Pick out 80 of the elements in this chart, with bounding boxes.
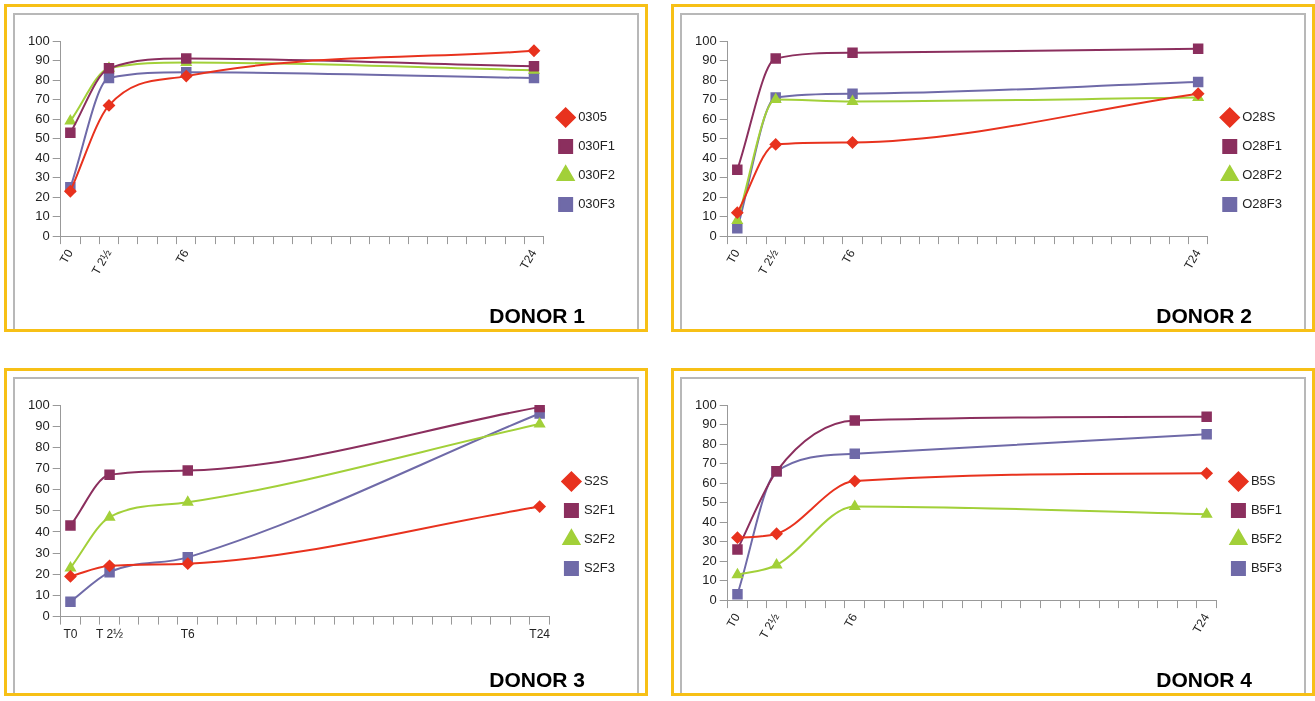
y-tick-label: 80 (35, 438, 50, 454)
y-tick-label: 30 (35, 544, 50, 560)
y-tick-label: 90 (35, 417, 50, 433)
y-tick-label: 60 (35, 481, 50, 497)
y-tick-label: 30 (702, 169, 717, 185)
x-tick-label: T6 (172, 246, 192, 266)
legend-label: O28S (1242, 109, 1276, 125)
y-tick-label: 90 (702, 416, 717, 432)
y-tick-label: 70 (35, 460, 50, 476)
y-tick-label: 70 (702, 91, 717, 107)
y-tick-label: 50 (35, 502, 50, 518)
x-tick-label: T 2½ (755, 246, 782, 278)
x-tick-label: T0 (723, 610, 744, 630)
x-tick-label: T6 (180, 627, 196, 642)
legend-label: 0305 (578, 109, 608, 125)
x-tick-label: T0 (723, 246, 743, 266)
text: DONOR 1 (488, 304, 585, 327)
y-tick-label: 10 (702, 572, 717, 588)
y-tick-label: 50 (702, 494, 717, 510)
y-tick-label: 70 (35, 91, 50, 107)
y-tick-label: 40 (35, 523, 50, 539)
y-tick-label: 0 (709, 591, 717, 607)
y-tick-label: 60 (702, 474, 717, 490)
legend-label: 030F3 (578, 196, 616, 212)
y-tick-label: 60 (35, 110, 50, 126)
y-tick-label: 0 (42, 608, 50, 624)
y-tick-label: 100 (694, 32, 717, 48)
y-tick-label: 60 (702, 110, 717, 126)
y-tick-label: 80 (702, 71, 717, 87)
text: DONOR 2 (1155, 304, 1252, 327)
legend-label: 030F1 (578, 138, 616, 154)
y-tick-label: 90 (702, 52, 717, 68)
y-tick-label: 80 (702, 435, 717, 451)
y-tick-label: 40 (702, 149, 717, 165)
y-tick-label: 30 (702, 533, 717, 549)
y-tick-label: 70 (702, 455, 717, 471)
legend-label: S2F2 (583, 531, 616, 547)
y-tick-label: 80 (35, 71, 50, 87)
y-tick-label: 0 (42, 227, 50, 243)
legend-label: B5F2 (1250, 531, 1283, 547)
legend-label: 030F2 (578, 167, 616, 183)
text: DONOR 3 (488, 668, 585, 691)
x-tick-label: T 2½ (756, 610, 783, 642)
legend-label: O28F2 (1242, 167, 1283, 183)
legend-label: O28F1 (1242, 138, 1283, 154)
x-tick-label: T24 (516, 246, 540, 272)
x-tick-label: T 2½ (95, 627, 124, 642)
x-tick-label: T0 (63, 627, 78, 642)
legend-label: S2F1 (583, 502, 616, 518)
y-tick-label: 20 (35, 188, 50, 204)
legend-label: S2S (583, 473, 609, 489)
y-tick-label: 50 (35, 130, 50, 146)
y-tick-label: 100 (27, 396, 50, 412)
legend-label: B5S (1250, 473, 1276, 489)
y-tick-label: 10 (35, 587, 50, 603)
y-tick-label: 90 (35, 52, 50, 68)
x-tick-label: T24 (529, 627, 551, 642)
y-tick-label: 20 (702, 552, 717, 568)
x-tick-label: T 2½ (88, 246, 115, 278)
legend-label: B5F3 (1250, 560, 1283, 576)
legend-label: O28F3 (1242, 196, 1283, 212)
text: DONOR 4 (1155, 668, 1252, 691)
y-tick-label: 20 (702, 188, 717, 204)
y-tick-label: 100 (27, 32, 50, 48)
y-tick-label: 50 (702, 130, 717, 146)
y-tick-label: 30 (35, 169, 50, 185)
y-tick-label: 100 (694, 396, 717, 412)
y-tick-label: 40 (702, 513, 717, 529)
y-tick-label: 40 (35, 149, 50, 165)
y-tick-label: 10 (35, 208, 50, 224)
x-tick-label: T6 (838, 246, 859, 266)
x-tick-label: T0 (56, 246, 76, 266)
legend-label: S2F3 (583, 560, 616, 576)
y-tick-label: 20 (35, 565, 50, 581)
x-tick-label: T24 (1189, 610, 1213, 636)
y-tick-label: 0 (709, 227, 717, 243)
y-tick-label: 10 (702, 208, 717, 224)
x-tick-label: T6 (841, 610, 861, 630)
x-tick-label: T24 (1181, 246, 1204, 272)
legend-label: B5F1 (1250, 502, 1283, 518)
